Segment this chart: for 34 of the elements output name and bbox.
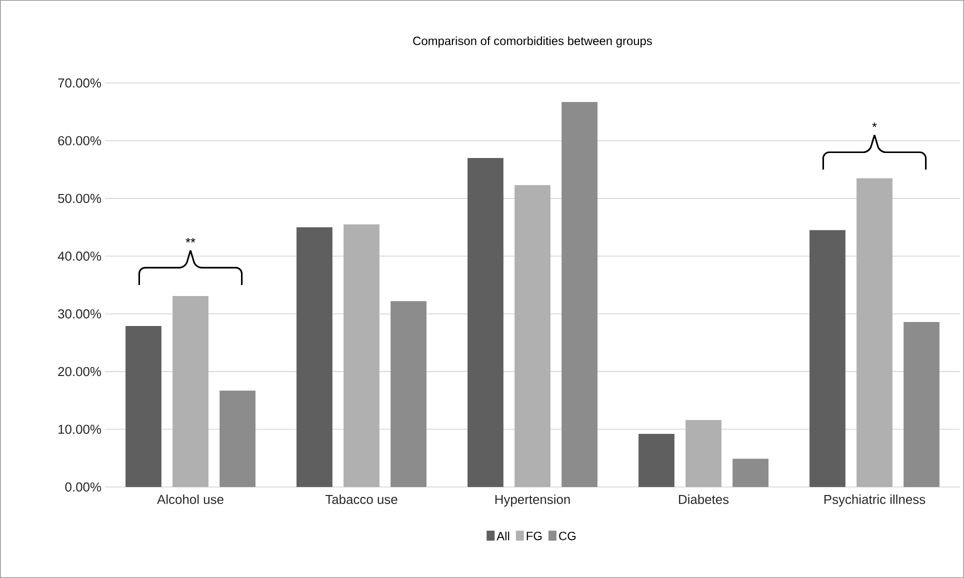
chart-title: Comparison of comorbidities between groups [413,36,652,48]
annotation: ** [186,238,196,242]
y-tick-label: 40.00% [58,252,102,261]
annotation: * [872,122,877,128]
bar [562,102,598,487]
legend-label: FG [526,532,542,540]
bar [220,390,256,487]
bar [390,301,426,487]
bar [732,458,768,487]
x-tick-label: Psychiatric illness [824,494,926,507]
bar [344,224,380,487]
y-tick-label: 60.00% [58,136,102,146]
y-tick-label: 30.00% [58,309,102,318]
x-tick-label: Alcohol use [157,494,224,504]
bar [686,420,722,487]
x-tick-label: Tabacco use [325,494,398,504]
bar [468,158,504,487]
bar [514,185,550,487]
x-tick-label: Diabetes [679,494,729,504]
y-tick-label: 10.00% [58,424,102,434]
y-tick-label: 70.00% [58,78,102,88]
y-tick-label: 50.00% [58,194,102,204]
y-tick-label: 20.00% [58,366,102,376]
bar [904,322,940,487]
bar [638,434,674,487]
bar [172,296,208,487]
legend-label: All [496,532,510,540]
bar [126,326,162,487]
y-tick-label: 0.00% [65,482,102,492]
bar [856,178,892,487]
bar [810,230,846,487]
bar [296,227,332,487]
legend-label: CG [559,532,576,540]
x-tick-label: Hypertension [495,494,570,507]
